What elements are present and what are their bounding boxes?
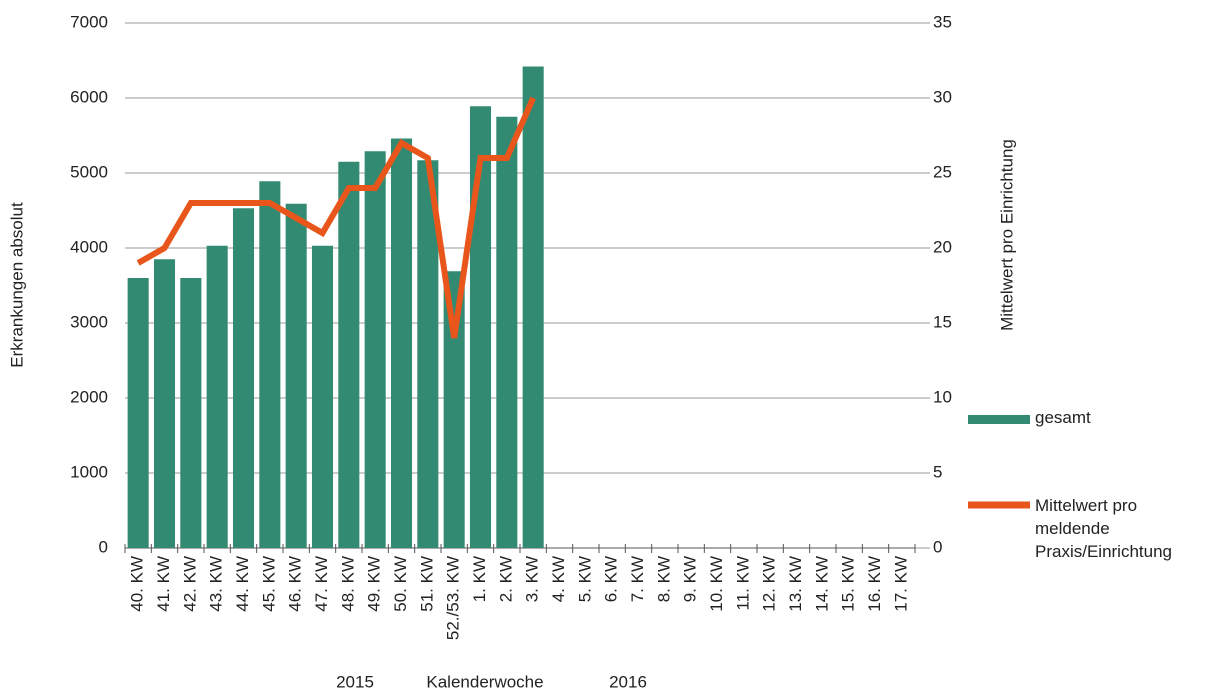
legend-label: Mittelwert pro meldende Praxis/Einrichtu…	[1035, 496, 1173, 561]
y2-axis-label: Mittelwert pro Einrichtung	[997, 139, 1016, 331]
bar	[285, 203, 307, 548]
y-tick-label: 6000	[70, 87, 108, 106]
y2-tick-label: 0	[933, 537, 942, 556]
x-tick-label: 4. KW	[549, 556, 568, 602]
x-tick-label: 10. KW	[707, 556, 726, 612]
y-tick-label: 4000	[70, 237, 108, 256]
bar	[364, 151, 386, 548]
bar	[417, 160, 439, 548]
y-tick-label: 5000	[70, 162, 108, 181]
y2-tick-label: 20	[933, 237, 952, 256]
bar	[338, 161, 360, 548]
bar	[469, 106, 492, 548]
x-axis-label: Kalenderwoche	[426, 672, 543, 691]
x-tick-label: 46. KW	[286, 556, 305, 612]
bar	[259, 181, 281, 548]
bar	[180, 278, 202, 548]
x-tick-label: 40. KW	[128, 556, 147, 612]
line	[136, 96, 536, 339]
x-tick-label: 44. KW	[233, 556, 252, 612]
x-tick-label: 51. KW	[417, 556, 436, 612]
y-tick-label: 0	[99, 537, 108, 556]
x-tick-label: 17. KW	[891, 556, 910, 612]
legend-swatch	[968, 415, 1030, 424]
annotation: 2015	[336, 672, 374, 691]
x-tick-label: 6. KW	[602, 556, 621, 602]
bar	[496, 116, 518, 548]
annotation: 2016	[609, 672, 647, 691]
x-tick-label: 11. KW	[733, 556, 752, 610]
y-tick-label: 7000	[70, 12, 108, 31]
bar	[443, 271, 465, 548]
bar	[127, 278, 149, 548]
bar	[206, 245, 228, 548]
x-tick-label: 52./53. KW	[444, 556, 463, 640]
x-tick-label: 12. KW	[760, 556, 779, 612]
x-tick-label: 2. KW	[496, 556, 515, 602]
y2-tick-label: 10	[933, 387, 952, 406]
x-tick-label: 1. KW	[470, 556, 489, 602]
y-tick-label: 1000	[70, 462, 108, 481]
y2-tick-label: 30	[933, 87, 952, 106]
y-tick-label: 2000	[70, 387, 108, 406]
x-tick-label: 16. KW	[865, 556, 884, 612]
bar	[311, 245, 334, 548]
x-tick-label: 14. KW	[812, 556, 831, 612]
y2-tick-label: 15	[933, 312, 952, 331]
x-tick-label: 42. KW	[180, 556, 199, 612]
bar	[232, 208, 255, 548]
y2-tick-label: 5	[933, 462, 942, 481]
x-tick-label: 7. KW	[628, 556, 647, 602]
y-tick-label: 3000	[70, 312, 108, 331]
x-tick-label: 49. KW	[365, 556, 384, 612]
x-tick-label: 41. KW	[154, 556, 173, 612]
x-tick-label: 5. KW	[575, 556, 594, 602]
x-tick-label: 48. KW	[338, 556, 357, 612]
bar	[522, 66, 544, 548]
y-axis-label: Erkrankungen absolut	[7, 202, 26, 368]
x-tick-label: 43. KW	[207, 556, 226, 612]
y2-tick-label: 25	[933, 162, 952, 181]
bar	[153, 259, 176, 548]
x-tick-label: 8. KW	[654, 556, 673, 602]
x-tick-label: 15. KW	[839, 556, 858, 612]
x-tick-label: 47. KW	[312, 556, 331, 612]
x-tick-label: 13. KW	[786, 556, 805, 612]
x-tick-label: 3. KW	[523, 556, 542, 602]
legend-label: gesamt	[1035, 408, 1091, 427]
x-tick-label: 45. KW	[259, 556, 278, 612]
x-tick-label: 9. KW	[681, 556, 700, 602]
y2-tick-label: 35	[933, 12, 952, 31]
bar	[390, 138, 413, 548]
x-tick-label: 50. KW	[391, 556, 410, 612]
